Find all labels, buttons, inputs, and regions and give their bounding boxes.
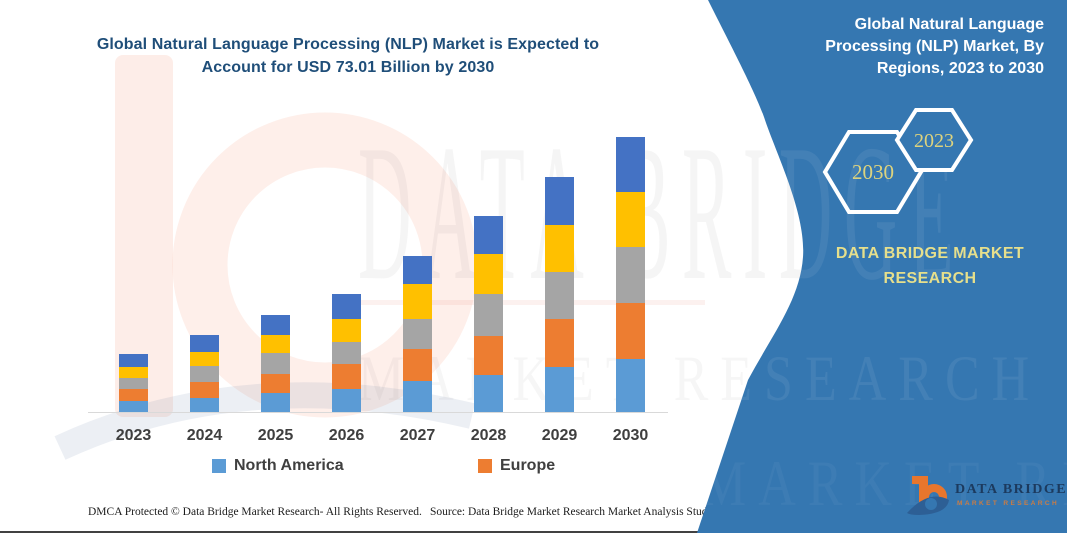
bar-segment-2024-series3 [190, 352, 219, 367]
svg-text:MARKET RESEARCH: MARKET RESEARCH [358, 343, 1041, 415]
x-axis-line [88, 412, 668, 413]
bar-segment-2030-series3 [616, 191, 645, 248]
x-axis-label-2025: 2025 [257, 427, 294, 444]
svg-text:MARKET RESEARCH: MARKET RESEARCH [700, 448, 1067, 520]
bar-segment-2028-series4 [474, 216, 503, 255]
panel-watermark: DATA BRIDGE MARKET RESEARCH MARKET RESEA… [358, 105, 1067, 520]
bar-segment-2029-series1 [545, 318, 574, 367]
bar-segment-2027-series2 [403, 318, 432, 349]
bar-2026 [311, 137, 382, 413]
legend-item-europe: Europe [478, 457, 555, 475]
x-axis-label-2026: 2026 [328, 427, 365, 444]
bar-2029 [524, 137, 595, 413]
bar-segment-2028-series3 [474, 254, 503, 294]
bar-2025 [240, 137, 311, 413]
badge-year-2030: 2030 [852, 160, 894, 184]
bar-segment-2026-series3 [332, 319, 361, 342]
x-axis-label-2027: 2027 [399, 427, 436, 444]
bar-segment-2028-series0 [474, 375, 503, 413]
bar-segment-2026-series0 [332, 388, 361, 413]
bar-segment-2030-series2 [616, 247, 645, 304]
bar-segment-2028-series1 [474, 335, 503, 376]
bar-segment-2030-series1 [616, 303, 645, 359]
bar-segment-2024-series4 [190, 335, 219, 353]
bar-segment-2025-series2 [261, 353, 290, 374]
bar-segment-2023-series0 [119, 400, 148, 413]
bar-segment-2027-series4 [403, 256, 432, 284]
x-axis-label-2024: 2024 [186, 427, 223, 444]
bar-segment-2027-series0 [403, 380, 432, 413]
watermark-rule [335, 300, 705, 305]
legend-item-north-america: North America [212, 457, 344, 475]
footer-source-text: Source: Data Bridge Market Research Mark… [430, 506, 740, 518]
bar-segment-2029-series3 [545, 224, 574, 273]
bar-segment-2030-series4 [616, 137, 645, 192]
hexagon-badge-2023: 2023 [894, 108, 974, 172]
bar-segment-2029-series4 [545, 177, 574, 225]
bar-segment-2028-series2 [474, 293, 503, 336]
panel-background [697, 0, 1067, 533]
legend-swatch-europe [478, 459, 492, 473]
bar-2024 [169, 137, 240, 413]
bar-segment-2027-series1 [403, 348, 432, 381]
bar-segment-2024-series1 [190, 381, 219, 399]
x-axis-label-2029: 2029 [541, 427, 578, 444]
bar-2027 [382, 137, 453, 413]
bar-segment-2026-series2 [332, 341, 361, 365]
badge-year-2023: 2023 [914, 130, 954, 152]
bar-segment-2024-series2 [190, 366, 219, 382]
bar-2023 [98, 137, 169, 413]
bar-segment-2024-series0 [190, 398, 219, 413]
x-axis-label-2030: 2030 [612, 427, 649, 444]
bar-segment-2025-series0 [261, 392, 290, 413]
bar-2028 [453, 137, 524, 413]
bar-segment-2027-series3 [403, 283, 432, 319]
bar-segment-2030-series0 [616, 358, 645, 413]
chart-title: Global Natural Language Processing (NLP)… [96, 36, 600, 77]
bar-segment-2023-series4 [119, 354, 148, 368]
bar-segment-2025-series3 [261, 334, 290, 354]
bar-segment-2025-series1 [261, 373, 290, 393]
x-axis-label-2023: 2023 [115, 427, 152, 444]
hexagon-2023-outline-icon [894, 108, 974, 172]
legend-swatch-north-america [212, 459, 226, 473]
bar-segment-2029-series2 [545, 272, 574, 319]
legend-label-north-america: North America [234, 457, 344, 474]
footer-dmca-text: DMCA Protected © Data Bridge Market Rese… [88, 506, 422, 518]
hexagon-2030-outline-icon [822, 130, 924, 214]
stacked-bar-chart [98, 137, 666, 413]
legend-label-europe: Europe [500, 457, 556, 474]
bar-segment-2029-series0 [545, 366, 574, 413]
bar-segment-2026-series1 [332, 364, 361, 389]
bar-2030 [595, 137, 666, 413]
x-axis-labels: 2023 2024 2025 2026 2027 2028 2029 2030 [98, 427, 666, 445]
bar-segment-2023-series1 [119, 388, 148, 401]
bar-segment-2025-series4 [261, 315, 290, 335]
bar-segment-2023-series2 [119, 378, 148, 389]
bar-segment-2026-series4 [332, 293, 361, 320]
bar-segment-2023-series3 [119, 367, 148, 379]
x-axis-label-2028: 2028 [470, 427, 507, 444]
hexagon-badge-2030: 2030 [822, 130, 924, 214]
bottom-border-line [0, 531, 1067, 533]
